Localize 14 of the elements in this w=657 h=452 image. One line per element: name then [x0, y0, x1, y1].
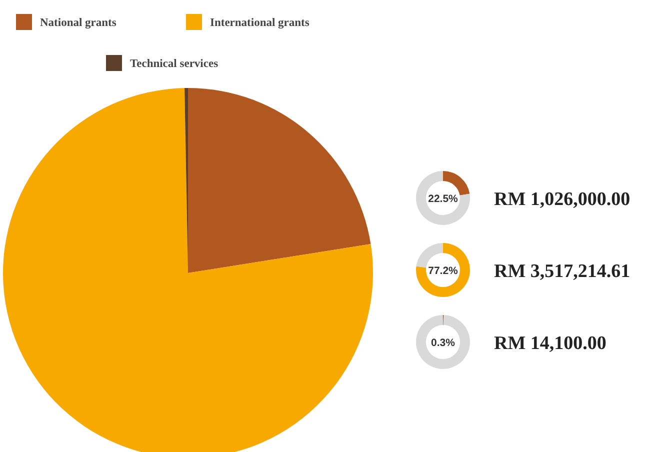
text: 22.5% — [428, 193, 459, 205]
legend-label: National grants — [40, 17, 117, 29]
text: 0.3% — [431, 337, 456, 349]
legend-label: International grants — [210, 17, 310, 29]
text: RM 1,026,000.00 — [494, 189, 630, 210]
donut-slice — [416, 243, 443, 268]
text: 77.2% — [428, 265, 459, 277]
donut-slice — [416, 315, 470, 369]
legend-label: Technical services — [130, 58, 219, 70]
donut-slice — [416, 243, 470, 297]
text: RM 3,517,214.61 — [494, 261, 630, 282]
donut-slice — [416, 171, 470, 225]
donut-slice — [443, 171, 470, 196]
text: RM 14,100.00 — [494, 333, 606, 354]
